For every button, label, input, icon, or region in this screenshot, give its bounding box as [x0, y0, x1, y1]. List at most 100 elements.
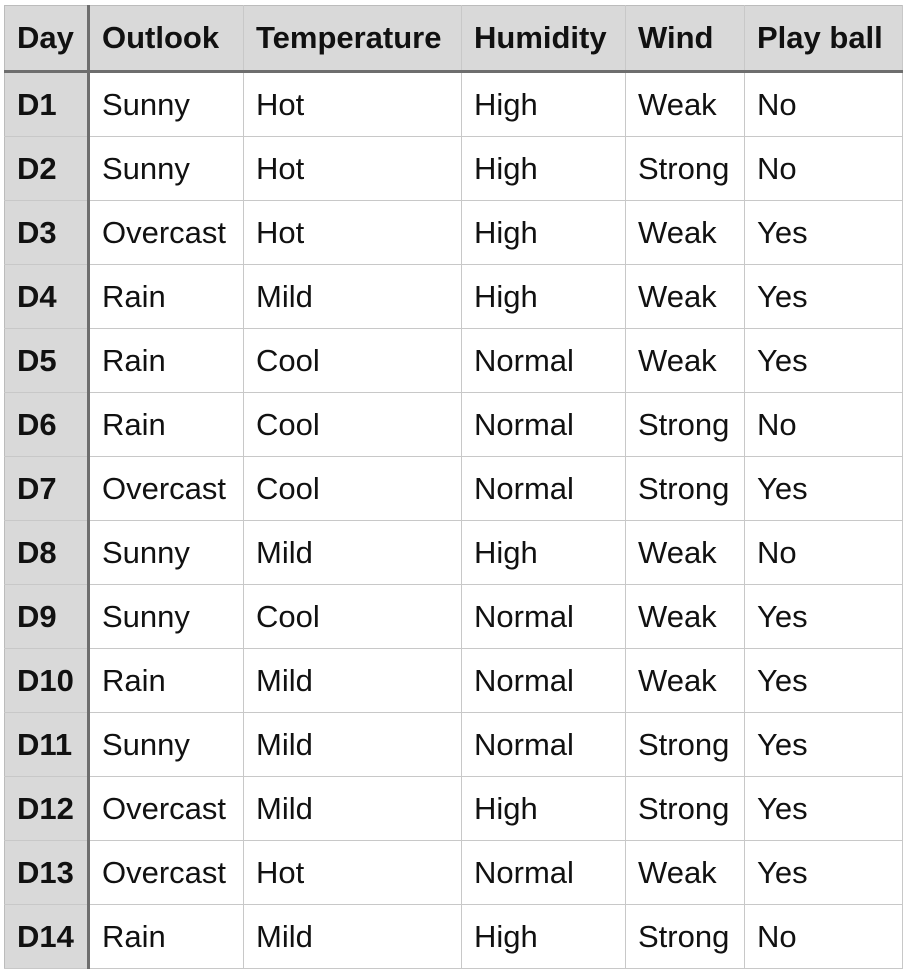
cell-temperature[interactable]: Mild	[243, 520, 462, 585]
cell-outlook[interactable]: Rain	[88, 264, 244, 329]
cell-outlook[interactable]: Sunny	[88, 520, 244, 585]
cell-outlook[interactable]: Sunny	[88, 584, 244, 649]
cell-play-ball[interactable]: Yes	[744, 328, 903, 393]
cell-play-ball[interactable]: No	[744, 392, 903, 457]
cell-outlook[interactable]: Sunny	[88, 136, 244, 201]
cell-day[interactable]: D5	[4, 328, 90, 393]
cell-play-ball[interactable]: Yes	[744, 648, 903, 713]
cell-humidity[interactable]: High	[461, 136, 626, 201]
table-row: D10 Rain Mild Normal Weak Yes	[4, 648, 903, 713]
cell-day[interactable]: D6	[4, 392, 90, 457]
column-header-temperature[interactable]: Temperature	[243, 5, 462, 73]
cell-day[interactable]: D9	[4, 584, 90, 649]
cell-day[interactable]: D14	[4, 904, 90, 969]
cell-humidity[interactable]: Normal	[461, 584, 626, 649]
cell-day[interactable]: D13	[4, 840, 90, 905]
cell-play-ball[interactable]: Yes	[744, 200, 903, 265]
cell-humidity[interactable]: Normal	[461, 840, 626, 905]
cell-day[interactable]: D7	[4, 456, 90, 521]
play-ball-table: Day Outlook Temperature Humidity Wind Pl…	[4, 5, 903, 969]
cell-wind[interactable]: Strong	[625, 456, 745, 521]
table-row: D8 Sunny Mild High Weak No	[4, 520, 903, 585]
table-row: D5 Rain Cool Normal Weak Yes	[4, 328, 903, 393]
cell-play-ball[interactable]: No	[744, 904, 903, 969]
cell-outlook[interactable]: Rain	[88, 904, 244, 969]
cell-humidity[interactable]: High	[461, 71, 626, 137]
cell-day[interactable]: D1	[4, 71, 90, 137]
cell-play-ball[interactable]: Yes	[744, 712, 903, 777]
cell-outlook[interactable]: Overcast	[88, 456, 244, 521]
cell-temperature[interactable]: Cool	[243, 328, 462, 393]
cell-outlook[interactable]: Rain	[88, 328, 244, 393]
cell-play-ball[interactable]: No	[744, 520, 903, 585]
cell-wind[interactable]: Strong	[625, 136, 745, 201]
table-row: D14 Rain Mild High Strong No	[4, 904, 903, 969]
cell-temperature[interactable]: Mild	[243, 776, 462, 841]
cell-day[interactable]: D2	[4, 136, 90, 201]
cell-humidity[interactable]: Normal	[461, 712, 626, 777]
cell-temperature[interactable]: Hot	[243, 200, 462, 265]
cell-wind[interactable]: Weak	[625, 584, 745, 649]
column-header-wind[interactable]: Wind	[625, 5, 745, 73]
cell-day[interactable]: D3	[4, 200, 90, 265]
column-header-humidity[interactable]: Humidity	[461, 5, 626, 73]
cell-outlook[interactable]: Rain	[88, 648, 244, 713]
cell-day[interactable]: D11	[4, 712, 90, 777]
column-header-day[interactable]: Day	[4, 5, 90, 73]
cell-temperature[interactable]: Cool	[243, 392, 462, 457]
cell-play-ball[interactable]: Yes	[744, 840, 903, 905]
cell-day[interactable]: D8	[4, 520, 90, 585]
table-row: D4 Rain Mild High Weak Yes	[4, 264, 903, 329]
cell-outlook[interactable]: Sunny	[88, 71, 244, 137]
cell-temperature[interactable]: Hot	[243, 840, 462, 905]
table-row: D12 Overcast Mild High Strong Yes	[4, 776, 903, 841]
cell-humidity[interactable]: Normal	[461, 456, 626, 521]
cell-outlook[interactable]: Sunny	[88, 712, 244, 777]
table-row: D3 Overcast Hot High Weak Yes	[4, 200, 903, 265]
cell-day[interactable]: D10	[4, 648, 90, 713]
cell-play-ball[interactable]: Yes	[744, 264, 903, 329]
cell-temperature[interactable]: Hot	[243, 136, 462, 201]
cell-wind[interactable]: Weak	[625, 264, 745, 329]
cell-wind[interactable]: Weak	[625, 71, 745, 137]
table-row: D7 Overcast Cool Normal Strong Yes	[4, 456, 903, 521]
cell-temperature[interactable]: Cool	[243, 456, 462, 521]
cell-play-ball[interactable]: Yes	[744, 584, 903, 649]
cell-wind[interactable]: Strong	[625, 776, 745, 841]
cell-temperature[interactable]: Mild	[243, 904, 462, 969]
cell-temperature[interactable]: Hot	[243, 71, 462, 137]
cell-play-ball[interactable]: Yes	[744, 776, 903, 841]
cell-wind[interactable]: Weak	[625, 648, 745, 713]
cell-play-ball[interactable]: Yes	[744, 456, 903, 521]
cell-wind[interactable]: Weak	[625, 520, 745, 585]
table-row: D1 Sunny Hot High Weak No	[4, 71, 903, 137]
cell-wind[interactable]: Weak	[625, 840, 745, 905]
cell-outlook[interactable]: Overcast	[88, 840, 244, 905]
cell-temperature[interactable]: Cool	[243, 584, 462, 649]
cell-humidity[interactable]: Normal	[461, 648, 626, 713]
cell-humidity[interactable]: High	[461, 200, 626, 265]
cell-wind[interactable]: Strong	[625, 904, 745, 969]
cell-play-ball[interactable]: No	[744, 136, 903, 201]
cell-humidity[interactable]: High	[461, 264, 626, 329]
cell-outlook[interactable]: Overcast	[88, 776, 244, 841]
cell-temperature[interactable]: Mild	[243, 648, 462, 713]
cell-humidity[interactable]: High	[461, 904, 626, 969]
cell-wind[interactable]: Strong	[625, 392, 745, 457]
cell-wind[interactable]: Strong	[625, 712, 745, 777]
cell-humidity[interactable]: Normal	[461, 392, 626, 457]
cell-play-ball[interactable]: No	[744, 71, 903, 137]
column-header-outlook[interactable]: Outlook	[88, 5, 244, 73]
cell-day[interactable]: D12	[4, 776, 90, 841]
cell-wind[interactable]: Weak	[625, 200, 745, 265]
column-header-play-ball[interactable]: Play ball	[744, 5, 903, 73]
cell-outlook[interactable]: Rain	[88, 392, 244, 457]
cell-humidity[interactable]: High	[461, 520, 626, 585]
cell-temperature[interactable]: Mild	[243, 712, 462, 777]
cell-humidity[interactable]: High	[461, 776, 626, 841]
cell-day[interactable]: D4	[4, 264, 90, 329]
cell-humidity[interactable]: Normal	[461, 328, 626, 393]
cell-outlook[interactable]: Overcast	[88, 200, 244, 265]
cell-temperature[interactable]: Mild	[243, 264, 462, 329]
cell-wind[interactable]: Weak	[625, 328, 745, 393]
